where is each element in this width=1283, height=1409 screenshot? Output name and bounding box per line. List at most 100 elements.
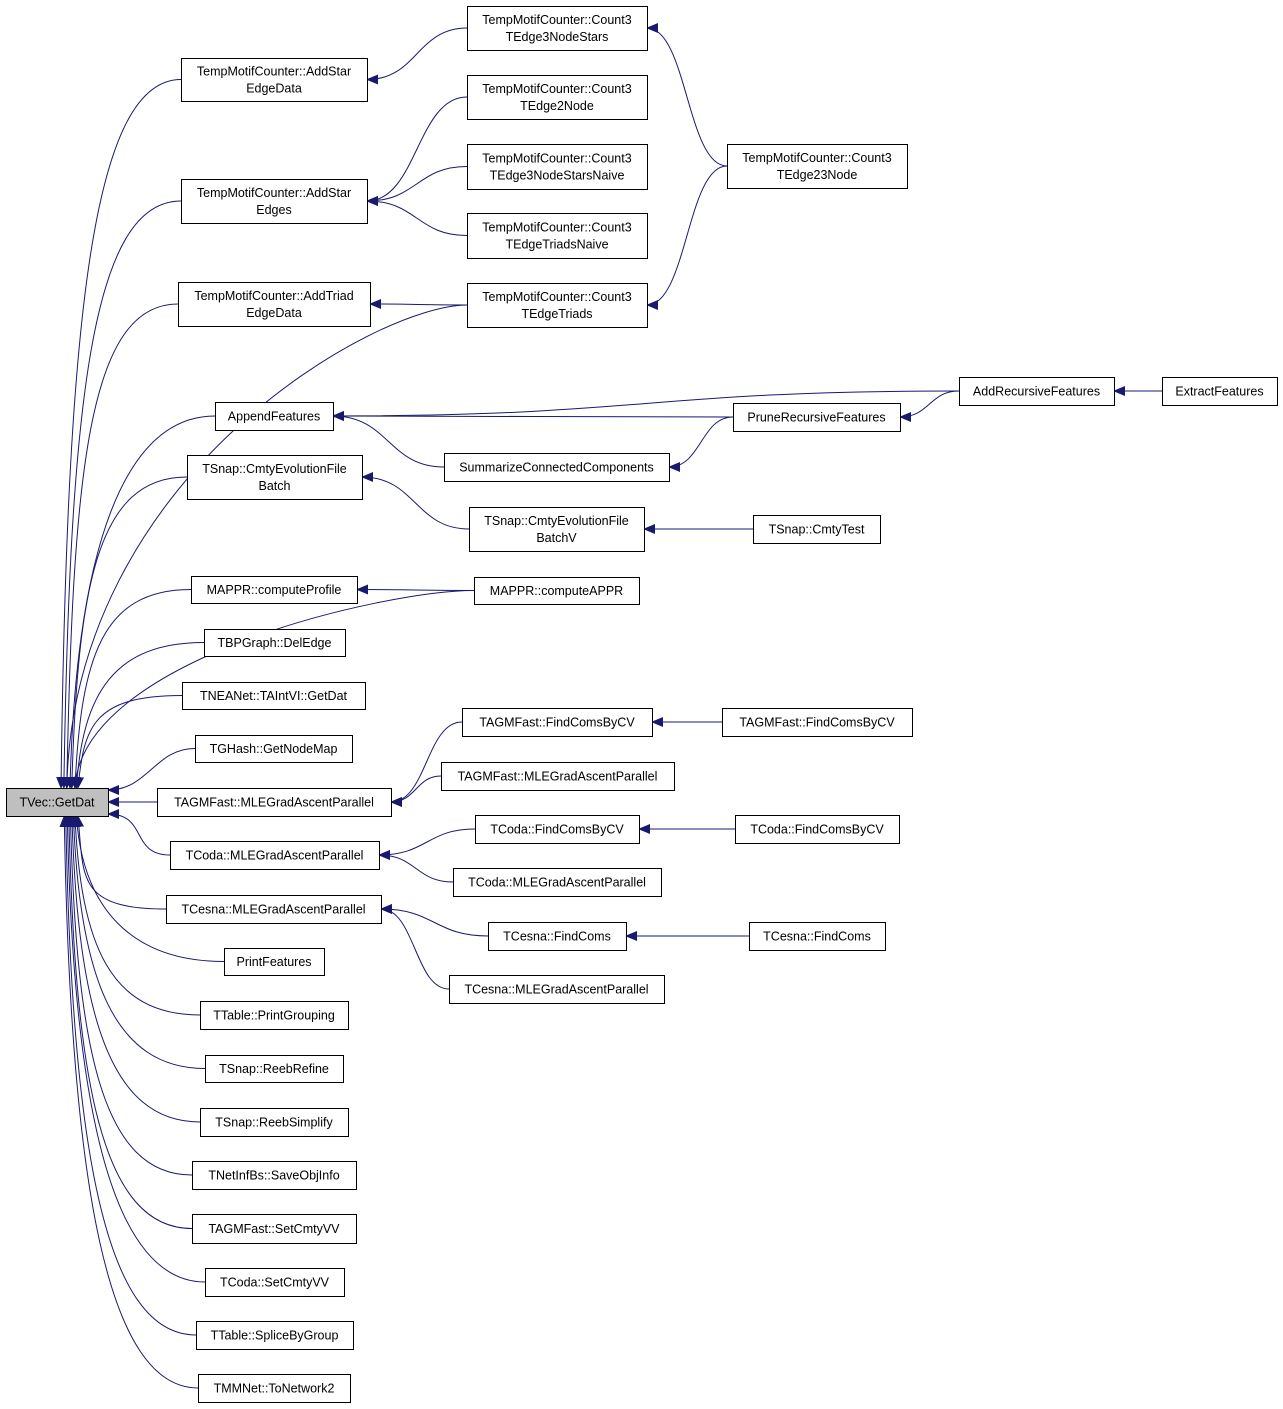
- node-coda-find-cv2[interactable]: TCoda::FindComsByCV: [735, 815, 900, 844]
- node-reeb-simplify[interactable]: TSnap::ReebSimplify: [200, 1108, 349, 1137]
- node-append-features[interactable]: AppendFeatures: [215, 402, 334, 431]
- node-save-obj-info[interactable]: TNetInfBs::SaveObjInfo: [192, 1161, 357, 1190]
- edge-print-features-to-getdat: [72, 815, 225, 962]
- node-box: [215, 402, 334, 431]
- node-prune[interactable]: PruneRecursiveFeatures: [733, 403, 901, 432]
- node-label: TempMotifCounter::Count3: [482, 152, 631, 166]
- node-summarize[interactable]: SummarizeConnectedComponents: [444, 453, 670, 482]
- node-label: AddRecursiveFeatures: [973, 385, 1100, 399]
- node-cesna-mle[interactable]: TCesna::MLEGradAscentParallel: [166, 895, 382, 924]
- edge-agm-set-cmty-to-getdat: [64, 815, 193, 1229]
- node-cesna-find-coms-2[interactable]: TCesna::FindComs: [749, 922, 886, 951]
- node-label: TEdge23Node: [777, 168, 858, 182]
- node-label: TempMotifCounter::AddTriad: [194, 289, 353, 303]
- node-label: TEdgeTriadsNaive: [505, 238, 608, 252]
- edge-coda-find-cv-to-coda-mle: [378, 828, 476, 860]
- node-print-grouping[interactable]: TTable::PrintGrouping: [200, 1001, 349, 1030]
- node-box: [449, 975, 665, 1004]
- node-agm-mle[interactable]: TAGMFast::MLEGradAscentParallel: [157, 788, 392, 817]
- edge-cesna-find-coms-to-cesna-mle: [380, 904, 489, 937]
- node-cesna-mle2[interactable]: TCesna::MLEGradAscentParallel: [449, 975, 665, 1004]
- node-get-node-map[interactable]: TGHash::GetNodeMap: [195, 735, 353, 763]
- node-label: TempMotifCounter::Count3: [482, 13, 631, 27]
- node-cesna-find-coms[interactable]: TCesna::FindComs: [488, 922, 627, 951]
- node-agm-set-cmty[interactable]: TAGMFast::SetCmtyVV: [192, 1214, 357, 1244]
- node-label: ExtractFeatures: [1175, 385, 1263, 399]
- node-box: [467, 213, 648, 259]
- node-label: TEdge3NodeStars: [506, 30, 609, 44]
- edge-splice-by-group-to-getdat: [60, 815, 197, 1336]
- node-cmty-test[interactable]: TSnap::CmtyTest: [753, 515, 881, 544]
- node-coda-find-cv[interactable]: TCoda::FindComsByCV: [475, 815, 640, 844]
- node-reeb-refine[interactable]: TSnap::ReebRefine: [205, 1055, 344, 1083]
- node-getdat[interactable]: TVec::GetDat: [6, 788, 109, 817]
- edge-count-2node-to-add-star-edges: [366, 96, 468, 206]
- edge-taintvl-to-getdat: [74, 695, 183, 789]
- node-box: [187, 455, 363, 500]
- node-box: [191, 576, 358, 604]
- node-compute-profile[interactable]: MAPPR::computeProfile: [191, 576, 358, 604]
- node-label: TCoda::MLEGradAscentParallel: [468, 876, 646, 890]
- edge-count-23node-to-count-3stars: [646, 23, 728, 167]
- node-taintvl[interactable]: TNEANet::TAIntVI::GetDat: [182, 682, 366, 710]
- node-agm-mle2[interactable]: TAGMFast::MLEGradAscentParallel: [441, 762, 675, 791]
- edge-to-network-2-to-getdat: [59, 815, 199, 1389]
- edge-count-23node-to-count-3triads: [646, 165, 728, 310]
- node-box: [467, 75, 648, 120]
- node-print-features[interactable]: PrintFeatures: [224, 948, 325, 976]
- node-box: [467, 144, 648, 190]
- edge-add-star-edges-to-getdat: [59, 200, 182, 789]
- node-box: [444, 453, 670, 482]
- node-add-recursive[interactable]: AddRecursiveFeatures: [959, 377, 1115, 406]
- node-agm-find-cv2[interactable]: TAGMFast::FindComsByCV: [722, 708, 913, 737]
- edges-layer: [56, 23, 1162, 1389]
- node-coda-set-cmty[interactable]: TCoda::SetCmtyVV: [205, 1268, 345, 1297]
- node-extract[interactable]: ExtractFeatures: [1162, 377, 1278, 406]
- node-label: TAGMFast::SetCmtyVV: [208, 1222, 340, 1236]
- node-compute-appr[interactable]: MAPPR::computeAPPR: [474, 577, 640, 605]
- edge-print-grouping-to-getdat: [70, 815, 201, 1016]
- node-agm-find-cv[interactable]: TAGMFast::FindComsByCV: [462, 708, 653, 737]
- node-coda-mle2[interactable]: TCoda::MLEGradAscentParallel: [453, 868, 662, 897]
- node-label: TMMNet::ToNetwork2: [214, 1382, 335, 1396]
- node-count-3stars-naive[interactable]: TempMotifCounter::Count3TEdge3NodeStarsN…: [467, 144, 648, 190]
- node-box: [469, 507, 645, 552]
- node-coda-mle[interactable]: TCoda::MLEGradAscentParallel: [170, 841, 380, 870]
- node-del-edge[interactable]: TBPGraph::DelEdge: [204, 629, 346, 657]
- node-box: [166, 895, 382, 924]
- node-box: [753, 515, 881, 544]
- node-label: TempMotifCounter::AddStar: [197, 186, 351, 200]
- node-label: PrintFeatures: [236, 955, 311, 969]
- node-label: TNEANet::TAIntVI::GetDat: [200, 689, 348, 703]
- node-label: TCesna::FindComs: [503, 930, 611, 944]
- edge-compute-profile-to-getdat: [70, 589, 192, 789]
- node-box: [462, 708, 653, 737]
- node-box: [467, 6, 648, 51]
- node-box: [170, 841, 380, 870]
- node-label: TSnap::ReebSimplify: [215, 1116, 333, 1130]
- node-box: [224, 948, 325, 976]
- node-label: TCesna::FindComs: [763, 930, 871, 944]
- node-box: [200, 1108, 349, 1137]
- node-box: [1162, 377, 1278, 406]
- node-box: [192, 1214, 357, 1244]
- node-label: TBPGraph::DelEdge: [218, 636, 332, 650]
- node-box: [205, 1268, 345, 1297]
- node-label: SummarizeConnectedComponents: [459, 461, 654, 475]
- edge-compute-appr-to-compute-profile: [356, 584, 475, 595]
- edge-append-features-to-getdat: [65, 415, 216, 789]
- node-splice-by-group[interactable]: TTable::SpliceByGroup: [196, 1321, 354, 1350]
- node-box: [205, 1055, 344, 1083]
- node-box: [474, 577, 640, 605]
- node-to-network-2[interactable]: TMMNet::ToNetwork2: [198, 1374, 351, 1403]
